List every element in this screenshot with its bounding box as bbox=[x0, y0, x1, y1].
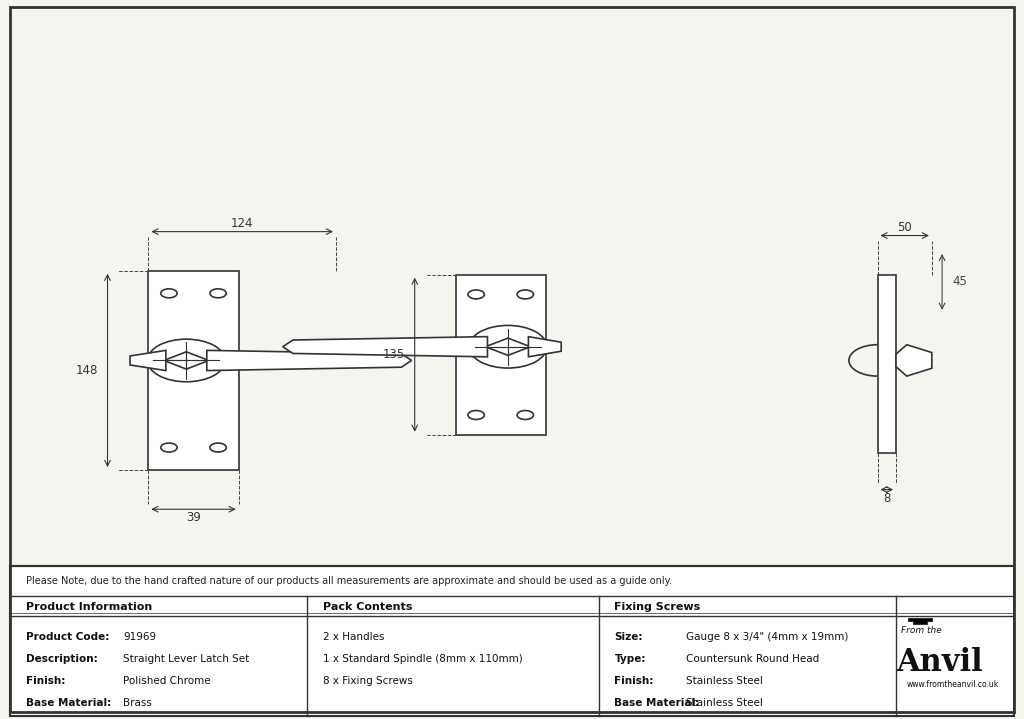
Text: 91969: 91969 bbox=[123, 632, 156, 642]
Text: Type:: Type: bbox=[614, 654, 646, 664]
Circle shape bbox=[147, 339, 225, 382]
Text: Finish:: Finish: bbox=[614, 676, 653, 686]
Polygon shape bbox=[283, 336, 487, 357]
Text: 148: 148 bbox=[76, 364, 98, 377]
Text: Fixing Screws: Fixing Screws bbox=[614, 602, 700, 612]
Text: Pack Contents: Pack Contents bbox=[323, 602, 412, 612]
Circle shape bbox=[161, 289, 177, 298]
Text: Size:: Size: bbox=[614, 632, 643, 642]
Text: 8: 8 bbox=[883, 492, 891, 505]
Polygon shape bbox=[207, 350, 412, 370]
Polygon shape bbox=[164, 352, 209, 369]
Text: Base Material:: Base Material: bbox=[614, 698, 699, 708]
Text: 135: 135 bbox=[383, 348, 406, 361]
Text: Brass: Brass bbox=[123, 698, 152, 708]
Text: Description:: Description: bbox=[26, 654, 97, 664]
Circle shape bbox=[468, 411, 484, 419]
Text: From the: From the bbox=[901, 626, 942, 635]
Text: 124: 124 bbox=[231, 216, 253, 229]
Text: Polished Chrome: Polished Chrome bbox=[123, 676, 211, 686]
Text: Please Note, due to the hand crafted nature of our products all measurements are: Please Note, due to the hand crafted nat… bbox=[26, 577, 672, 587]
Circle shape bbox=[517, 411, 534, 419]
Bar bbox=[878, 275, 896, 453]
Text: 2 x Handles: 2 x Handles bbox=[323, 632, 384, 642]
Text: Straight Lever Latch Set: Straight Lever Latch Set bbox=[123, 654, 249, 664]
Text: 45: 45 bbox=[952, 275, 968, 288]
Text: Stainless Steel: Stainless Steel bbox=[686, 698, 763, 708]
Text: Countersunk Round Head: Countersunk Round Head bbox=[686, 654, 819, 664]
Text: 50: 50 bbox=[897, 221, 912, 234]
Polygon shape bbox=[485, 338, 530, 355]
Bar bbox=[148, 271, 239, 470]
Circle shape bbox=[469, 326, 547, 368]
Text: Finish:: Finish: bbox=[26, 676, 65, 686]
Circle shape bbox=[210, 443, 226, 452]
Text: Product Information: Product Information bbox=[26, 602, 152, 612]
Polygon shape bbox=[896, 344, 932, 376]
Circle shape bbox=[468, 290, 484, 299]
Text: 8 x Fixing Screws: 8 x Fixing Screws bbox=[323, 676, 413, 686]
Text: Base Material:: Base Material: bbox=[26, 698, 111, 708]
Bar bbox=[456, 275, 546, 434]
Polygon shape bbox=[528, 336, 561, 357]
Text: Gauge 8 x 3/4" (4mm x 19mm): Gauge 8 x 3/4" (4mm x 19mm) bbox=[686, 632, 849, 642]
Circle shape bbox=[161, 443, 177, 452]
Text: 1 x Standard Spindle (8mm x 110mm): 1 x Standard Spindle (8mm x 110mm) bbox=[323, 654, 522, 664]
Text: Stainless Steel: Stainless Steel bbox=[686, 676, 763, 686]
Text: www.fromtheanvil.co.uk: www.fromtheanvil.co.uk bbox=[906, 679, 998, 689]
Text: 39: 39 bbox=[186, 511, 201, 524]
Polygon shape bbox=[130, 350, 166, 370]
Circle shape bbox=[210, 289, 226, 298]
Circle shape bbox=[517, 290, 534, 299]
Text: Product Code:: Product Code: bbox=[26, 632, 109, 642]
Polygon shape bbox=[908, 618, 932, 624]
Text: Anvil: Anvil bbox=[896, 646, 983, 677]
